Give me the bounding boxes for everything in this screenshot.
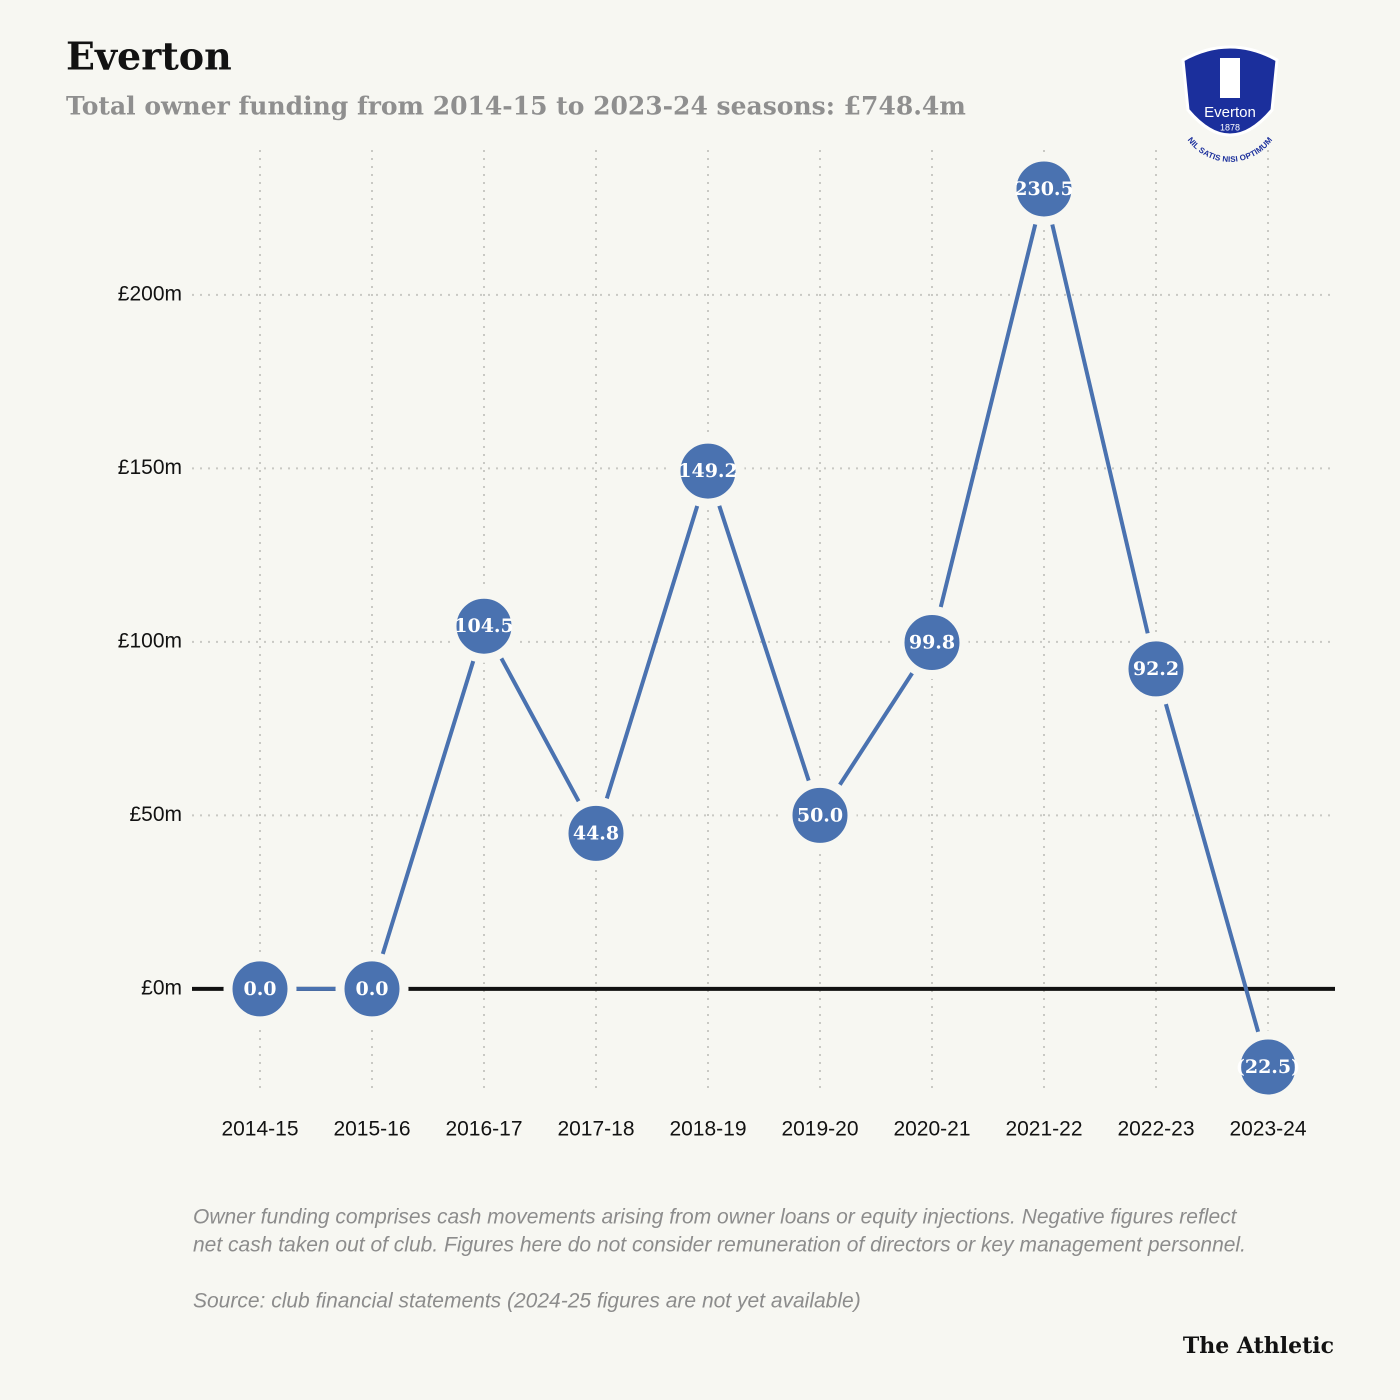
y-tick-label: £150m: [118, 456, 182, 479]
y-tick-label: £200m: [118, 282, 182, 305]
logo-name: Everton: [1204, 104, 1256, 121]
x-tick-label: 2020-21: [893, 1118, 970, 1141]
data-label: 50.0: [797, 804, 843, 826]
footnote: Owner funding comprises cash movements a…: [193, 1206, 1238, 1229]
x-tick-label: 2021-22: [1005, 1118, 1082, 1141]
logo-year: 1878: [1220, 122, 1240, 132]
y-tick-label: £50m: [129, 803, 182, 826]
data-line: [260, 188, 1270, 1068]
data-label: 104.5: [454, 615, 514, 637]
chart-subtitle: Total owner funding from 2014-15 to 2023…: [66, 92, 966, 121]
data-point: [895, 606, 969, 680]
data-label: 0.0: [243, 978, 276, 1000]
data-label: 0.0: [355, 978, 388, 1000]
data-point: [335, 952, 409, 1026]
chart-title: Everton: [66, 34, 232, 79]
data-point: [1119, 632, 1193, 706]
data-label: 44.8: [573, 822, 619, 844]
x-tick-label: 2017-18: [557, 1118, 634, 1141]
data-point: [447, 589, 521, 663]
brand: The Athletic: [1183, 1333, 1334, 1359]
data-point: [671, 434, 745, 508]
x-tick-label: 2014-15: [221, 1118, 298, 1141]
x-tick-label: 2018-19: [669, 1118, 746, 1141]
x-tick-label: 2019-20: [781, 1118, 858, 1141]
source-note: Source: club financial statements (2024-…: [193, 1290, 861, 1313]
x-tick-label: 2022-23: [1117, 1118, 1194, 1141]
logo-motto-path: NIL SATIS NISI OPTIMUM: [1186, 135, 1275, 164]
data-point: [1231, 1030, 1305, 1104]
y-tick-label: £0m: [141, 976, 182, 999]
x-tick-label: 2016-17: [445, 1118, 522, 1141]
x-tick-label: 2023-24: [1229, 1118, 1306, 1141]
data-label: (22.5): [1236, 1056, 1300, 1078]
data-label: 149.2: [678, 460, 738, 482]
data-point: [223, 952, 297, 1026]
club-logo: Everton 1878 NIL SATIS NISI OPTIMUM: [1181, 45, 1279, 164]
data-point: [559, 796, 633, 870]
data-point: [1007, 152, 1081, 226]
footnote: net cash taken out of club. Figures here…: [193, 1234, 1246, 1257]
y-tick-label: £100m: [118, 629, 182, 652]
plot-area: £0m £50m £100m £150m £200m 2014-15 2015-16 2016…: [118, 150, 1335, 1141]
data-label: 99.8: [909, 632, 955, 654]
data-label: 92.2: [1133, 658, 1179, 680]
data-point: [783, 778, 857, 852]
data-label: 230.5: [1014, 178, 1074, 200]
logo-motto: NIL SATIS NISI OPTIMUM: [1186, 135, 1275, 164]
x-tick-label: 2015-16: [333, 1118, 410, 1141]
